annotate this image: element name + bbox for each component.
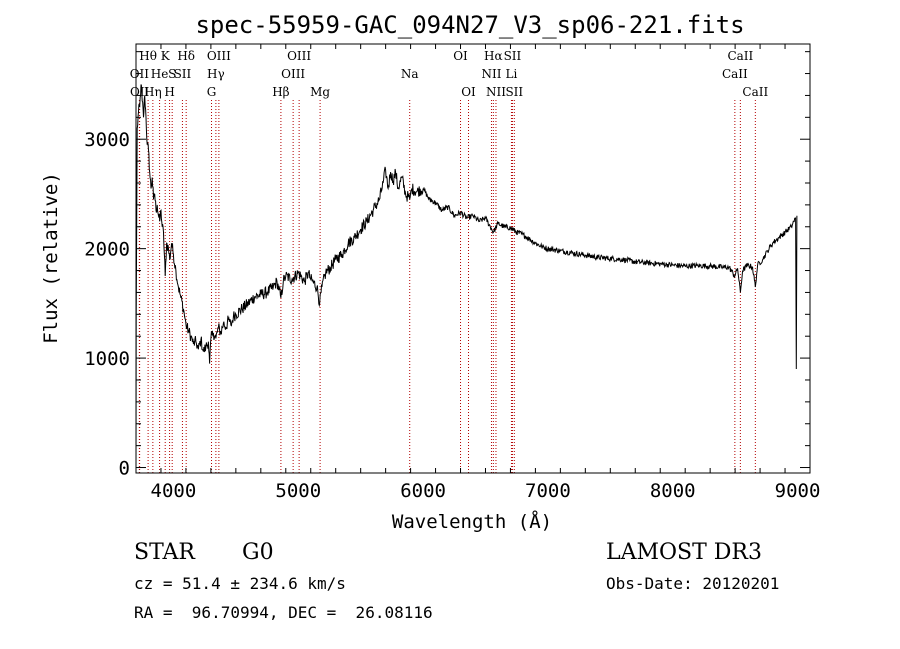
line-marker-label: H	[164, 85, 174, 99]
line-marker-label: NII	[486, 85, 506, 99]
y-tick-label: 2000	[84, 239, 130, 261]
line-marker-label: OI	[453, 49, 468, 63]
y-tick-label: 3000	[84, 129, 130, 151]
line-marker-label: SII	[505, 85, 523, 99]
line-marker-label: Na	[401, 67, 419, 81]
object-class: STAR	[134, 540, 195, 565]
line-marker-label: CaII	[727, 49, 753, 63]
x-tick-label: 7000	[525, 480, 571, 502]
line-marker-label: He	[151, 67, 169, 81]
line-marker-label: OIII	[281, 67, 305, 81]
line-marker-label: SII	[174, 67, 192, 81]
line-marker-label: K	[161, 49, 171, 63]
x-tick-label: 5000	[275, 480, 321, 502]
line-marker-label: CaII	[742, 85, 768, 99]
coordinates-text: RA = 96.70994, DEC = 26.08116	[134, 603, 433, 622]
line-marker-label: OIII	[287, 49, 311, 63]
x-axis-label: Wavelength (Å)	[392, 510, 552, 533]
line-marker-label: OI	[461, 85, 476, 99]
line-marker-label: Hδ	[177, 49, 195, 63]
object-subclass: G0	[242, 540, 274, 565]
x-tick-label: 6000	[400, 480, 446, 502]
y-tick-label: 1000	[84, 348, 130, 370]
line-marker-label: Hη	[144, 85, 162, 99]
obs-date-text: Obs-Date: 20120201	[606, 574, 780, 593]
x-tick-label: 9000	[775, 480, 821, 502]
axis-ticks: 4000 5000 6000 7000 8000 9000 0 1000 2000 3000	[84, 44, 820, 502]
plot-frame	[135, 43, 811, 474]
line-marker-label: Li	[506, 67, 518, 81]
line-marker-label: Hγ	[207, 67, 225, 81]
line-marker-label: G	[207, 85, 217, 99]
x-tick-label: 4000	[151, 480, 197, 502]
flux-series-line	[135, 84, 798, 468]
line-marker-label: OIII	[207, 49, 231, 63]
chart-title: spec-55959-GAC_094N27_V3_sp06-221.fits	[195, 11, 744, 39]
line-marker-label: S	[168, 67, 176, 81]
y-tick-label: 0	[119, 458, 130, 480]
line-marker-label: SII	[504, 49, 522, 63]
redshift-text: cz = 51.4 ± 234.6 km/s	[134, 574, 346, 593]
x-tick-label: 8000	[650, 480, 696, 502]
line-marker-label: Hβ	[272, 85, 289, 99]
line-marker-label: CaII	[722, 67, 748, 81]
line-marker-label: Mg	[310, 85, 330, 99]
line-marker-label: Hθ	[139, 49, 157, 63]
survey-name: LAMOST DR3	[606, 540, 762, 565]
line-marker-label: NII	[481, 67, 501, 81]
line-marker-label: Hα	[484, 49, 503, 63]
y-axis-label: Flux (relative)	[40, 172, 62, 344]
